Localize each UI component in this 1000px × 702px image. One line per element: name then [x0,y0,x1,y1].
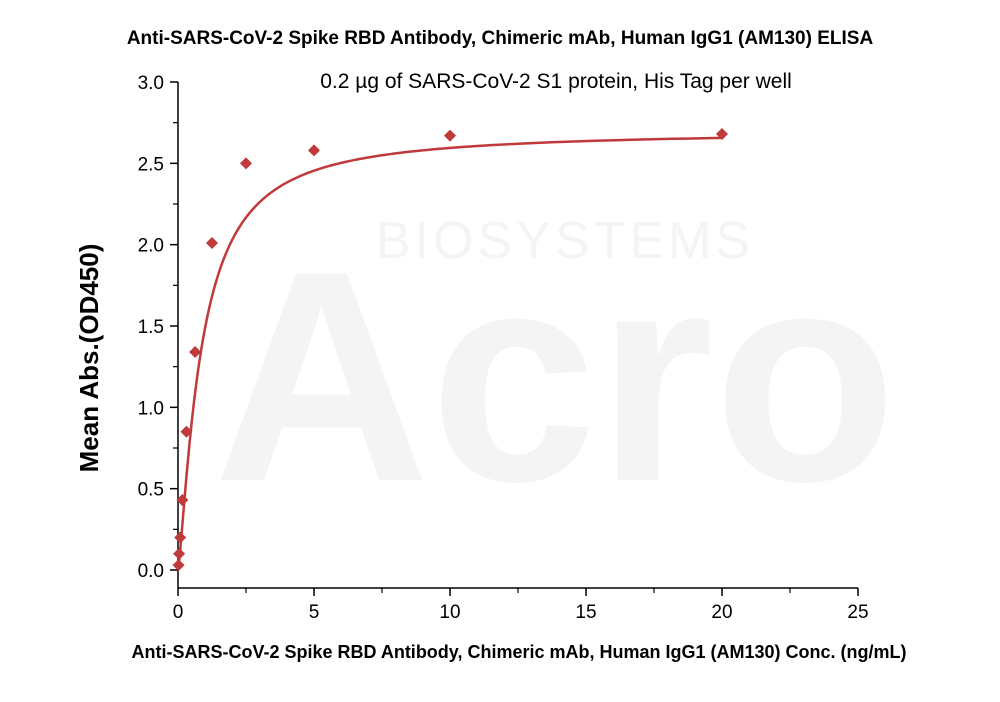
y-tick-label: 0.5 [138,480,164,501]
x-tick-label: 0 [173,602,184,623]
x-tick-label: 20 [711,602,732,623]
watermark: BIOSYSTEMS Acro [213,208,897,544]
data-point-marker [189,346,202,359]
y-tick-label: 0.0 [138,561,164,582]
x-tick-label: 25 [847,602,868,623]
x-tick-label: 15 [575,602,596,623]
y-axis: 0.0 0.5 1.0 1.5 2.0 2.5 3.0 [138,73,179,588]
data-point-marker [172,559,185,572]
watermark-brand: Acro [213,208,897,544]
x-axis-label: Anti-SARS-CoV-2 Spike RBD Antibody, Chim… [131,642,906,662]
y-axis-label: Mean Abs.(OD450) [74,244,104,473]
data-point-marker [444,129,456,142]
data-point-marker [308,144,320,157]
x-tick-label: 10 [439,602,460,623]
data-points [172,128,728,572]
y-tick-label: 2.5 [138,154,164,175]
data-point-marker [173,547,186,560]
data-point-marker [240,157,252,170]
watermark-sub: BIOSYSTEMS [376,212,754,270]
data-point-marker [716,128,728,141]
data-point-marker [176,494,189,507]
data-point-marker [174,531,187,544]
y-tick-label: 2.0 [138,236,164,257]
y-tick-label: 1.0 [138,398,164,419]
x-axis: 0 5 10 15 20 25 [173,587,869,623]
data-point-marker [206,237,218,250]
chart-title: Anti-SARS-CoV-2 Spike RBD Antibody, Chim… [127,28,874,49]
chart-subtitle: 0.2 µg of SARS-CoV-2 S1 protein, His Tag… [320,70,792,93]
y-tick-label: 3.0 [138,73,164,94]
x-tick-label: 5 [309,602,320,623]
data-point-marker [180,425,193,438]
y-tick-label: 1.5 [138,317,164,338]
